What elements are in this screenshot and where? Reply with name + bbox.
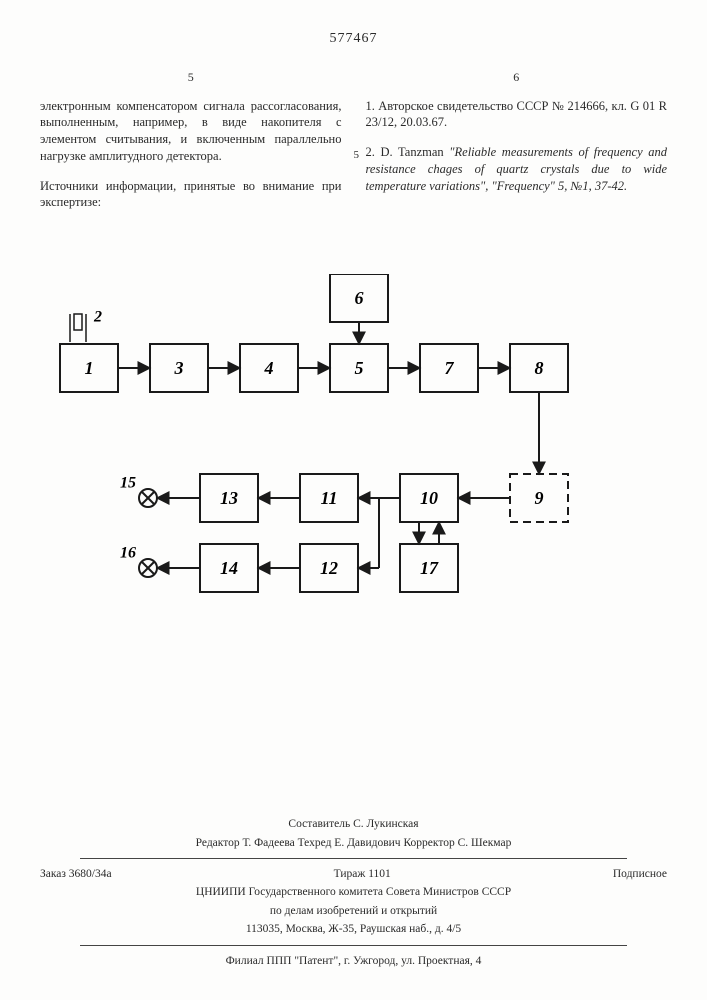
footer-order: Заказ 3680/34а — [40, 865, 112, 883]
right-item-2: 5 2. D. Tanzman "Reliable measurements o… — [366, 144, 668, 195]
patent-number: 577467 — [40, 30, 667, 49]
svg-text:7: 7 — [445, 358, 455, 378]
footer-line5: по делам изобретений и открытий — [40, 902, 667, 920]
line-marker: 5 — [354, 148, 360, 163]
svg-text:17: 17 — [420, 558, 439, 578]
footer-sub: Подписное — [613, 865, 667, 883]
footer: Составитель С. Лукинская Редактор Т. Фад… — [40, 815, 667, 970]
right-column: 6 1. Авторское свидетельство СССР № 2146… — [366, 69, 668, 224]
footer-rule-2 — [80, 945, 627, 946]
footer-line2: Редактор Т. Фадеева Техред Е. Давидович … — [40, 834, 667, 852]
col-num-right: 6 — [366, 69, 668, 85]
footer-line3: Заказ 3680/34а Тираж 1101 Подписное — [40, 865, 667, 883]
block-diagram: 1234567891011131214171516 — [40, 274, 667, 619]
footer-line6: 113035, Москва, Ж-35, Раушская наб., д. … — [40, 920, 667, 938]
svg-text:4: 4 — [264, 358, 274, 378]
svg-text:2: 2 — [93, 309, 102, 326]
footer-rule-1 — [80, 858, 627, 859]
svg-text:15: 15 — [120, 475, 136, 492]
svg-text:12: 12 — [320, 558, 338, 578]
footer-line4: ЦНИИПИ Государственного комитета Совета … — [40, 883, 667, 901]
left-column: 5 электронным компенсатором сигнала расс… — [40, 69, 342, 224]
svg-text:9: 9 — [535, 488, 544, 508]
svg-text:8: 8 — [535, 358, 544, 378]
svg-text:14: 14 — [220, 558, 238, 578]
svg-text:10: 10 — [420, 488, 438, 508]
svg-text:11: 11 — [320, 488, 337, 508]
footer-line1: Составитель С. Лукинская — [40, 815, 667, 833]
footer-tirazh: Тираж 1101 — [334, 868, 391, 880]
footer-line7: Филиал ППП "Патент", г. Ужгород, ул. Про… — [40, 952, 667, 970]
right-item-1: 1. Авторское свидетельство СССР № 214666… — [366, 98, 668, 132]
svg-text:16: 16 — [120, 545, 136, 562]
col-num-left: 5 — [40, 69, 342, 85]
svg-text:3: 3 — [174, 358, 184, 378]
text-columns: 5 электронным компенсатором сигнала расс… — [40, 69, 667, 224]
right-item-2a: 2. D. Tanzman — [366, 145, 450, 159]
svg-text:6: 6 — [355, 288, 364, 308]
left-para-1: электронным компенсатором сигнала рассог… — [40, 98, 342, 166]
svg-text:13: 13 — [220, 488, 238, 508]
svg-text:5: 5 — [355, 358, 364, 378]
svg-text:1: 1 — [85, 358, 94, 378]
left-para-2: Источники информации, принятые во вниман… — [40, 178, 342, 212]
